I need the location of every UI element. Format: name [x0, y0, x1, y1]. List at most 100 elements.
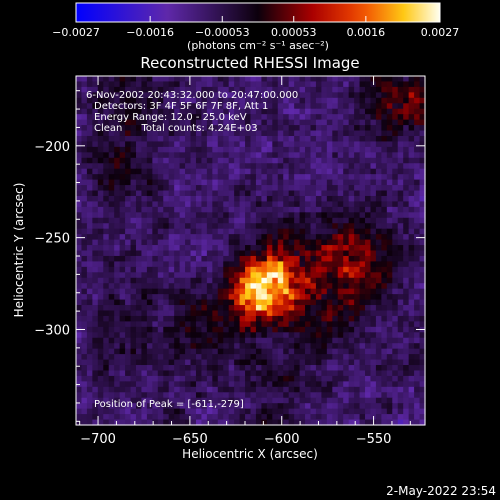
heatmap-cell: [419, 266, 426, 273]
heatmap-cell: [206, 272, 213, 279]
heatmap-cell: [195, 76, 203, 83]
heatmap-cell: [223, 266, 230, 273]
heatmap-cell: [97, 185, 104, 192]
heatmap-cell: [337, 288, 344, 295]
heatmap-cell: [108, 305, 115, 312]
heatmap-cell: [114, 321, 121, 328]
heatmap-cell: [152, 179, 159, 186]
heatmap-cell: [266, 381, 273, 388]
heatmap-cell: [223, 174, 230, 181]
heatmap-cell: [141, 305, 148, 312]
heatmap-cell: [299, 86, 306, 93]
heatmap-cell: [108, 245, 115, 252]
heatmap-cell: [179, 234, 186, 241]
heatmap-cell: [365, 354, 372, 361]
heatmap-cell: [168, 337, 175, 344]
heatmap-cell: [223, 114, 230, 121]
heatmap-cell: [81, 294, 88, 301]
heatmap-cell: [419, 141, 426, 148]
heatmap-cell: [114, 332, 121, 339]
heatmap-cell: [195, 125, 203, 132]
heatmap-cell: [321, 174, 328, 181]
heatmap-cell: [103, 108, 110, 115]
heatmap-cell: [359, 141, 366, 148]
heatmap-cell: [255, 414, 262, 421]
heatmap-cell: [354, 348, 361, 355]
heatmap-cell: [103, 174, 110, 181]
heatmap-cell: [261, 288, 268, 295]
heatmap-cell: [114, 217, 121, 224]
heatmap-cell: [86, 272, 93, 279]
heatmap-cell: [321, 392, 328, 399]
heatmap-cell: [223, 250, 230, 257]
heatmap-cell: [299, 408, 306, 415]
heatmap-cell: [239, 305, 246, 312]
heatmap-cell: [217, 239, 224, 246]
heatmap-cell: [403, 92, 410, 99]
heatmap-cell: [103, 305, 110, 312]
heatmap-cell: [228, 103, 235, 110]
heatmap-cell: [370, 321, 377, 328]
heatmap-cell: [239, 288, 246, 295]
heatmap-cell: [321, 354, 328, 361]
heatmap-cell: [168, 212, 175, 219]
heatmap-cell: [392, 152, 399, 159]
heatmap-cell: [234, 92, 241, 99]
heatmap-cell: [419, 283, 426, 290]
heatmap-cell: [125, 403, 132, 410]
heatmap-cell: [365, 135, 372, 143]
heatmap-cell: [168, 146, 175, 153]
heatmap-cell: [414, 359, 421, 366]
heatmap-cell: [310, 206, 317, 213]
heatmap-cell: [92, 97, 99, 104]
heatmap-cell: [234, 185, 241, 192]
heatmap-cell: [277, 397, 284, 404]
heatmap-cell: [266, 414, 273, 421]
heatmap-cell: [386, 250, 393, 257]
heatmap-cell: [414, 419, 421, 426]
heatmap-cell: [185, 365, 192, 372]
heatmap-cell: [157, 250, 164, 257]
heatmap-cell: [174, 174, 181, 181]
heatmap-cell: [337, 354, 344, 361]
heatmap-cell: [277, 130, 284, 137]
heatmap-cell: [228, 239, 235, 246]
heatmap-cell: [332, 245, 339, 252]
heatmap-cell: [408, 217, 415, 224]
heatmap-cell: [381, 239, 388, 246]
heatmap-cell: [195, 86, 203, 93]
heatmap-cell: [348, 234, 355, 241]
heatmap-cell: [201, 125, 208, 132]
heatmap-cell: [185, 305, 192, 312]
heatmap-cell: [239, 375, 246, 382]
heatmap-cell: [97, 272, 104, 279]
heatmap-cell: [354, 223, 361, 230]
heatmap-cell: [261, 408, 268, 415]
heatmap-cell: [125, 206, 132, 213]
heatmap-cell: [190, 283, 197, 290]
heatmap-cell: [141, 397, 148, 404]
heatmap-cell: [419, 408, 426, 415]
heatmap-cell: [365, 239, 372, 246]
heatmap-cell: [86, 152, 93, 159]
heatmap-cell: [305, 408, 312, 415]
heatmap-cell: [81, 354, 88, 361]
heatmap-cell: [86, 375, 93, 382]
heatmap-cell: [125, 354, 132, 361]
heatmap-cell: [337, 403, 344, 410]
heatmap-cell: [114, 305, 121, 312]
heatmap-cell: [239, 206, 246, 213]
heatmap-cell: [310, 315, 317, 322]
heatmap-cell: [419, 152, 426, 159]
heatmap-cell: [163, 315, 170, 322]
heatmap-cell: [321, 408, 328, 415]
heatmap-cell: [217, 272, 224, 279]
heatmap-cell: [386, 332, 393, 339]
heatmap-cell: [370, 125, 377, 132]
heatmap-cell: [108, 321, 115, 328]
heatmap-cell: [365, 81, 372, 88]
heatmap-cell: [223, 135, 230, 143]
heatmap-cell: [359, 354, 366, 361]
heatmap-cell: [299, 168, 306, 175]
heatmap-cell: [277, 272, 284, 279]
